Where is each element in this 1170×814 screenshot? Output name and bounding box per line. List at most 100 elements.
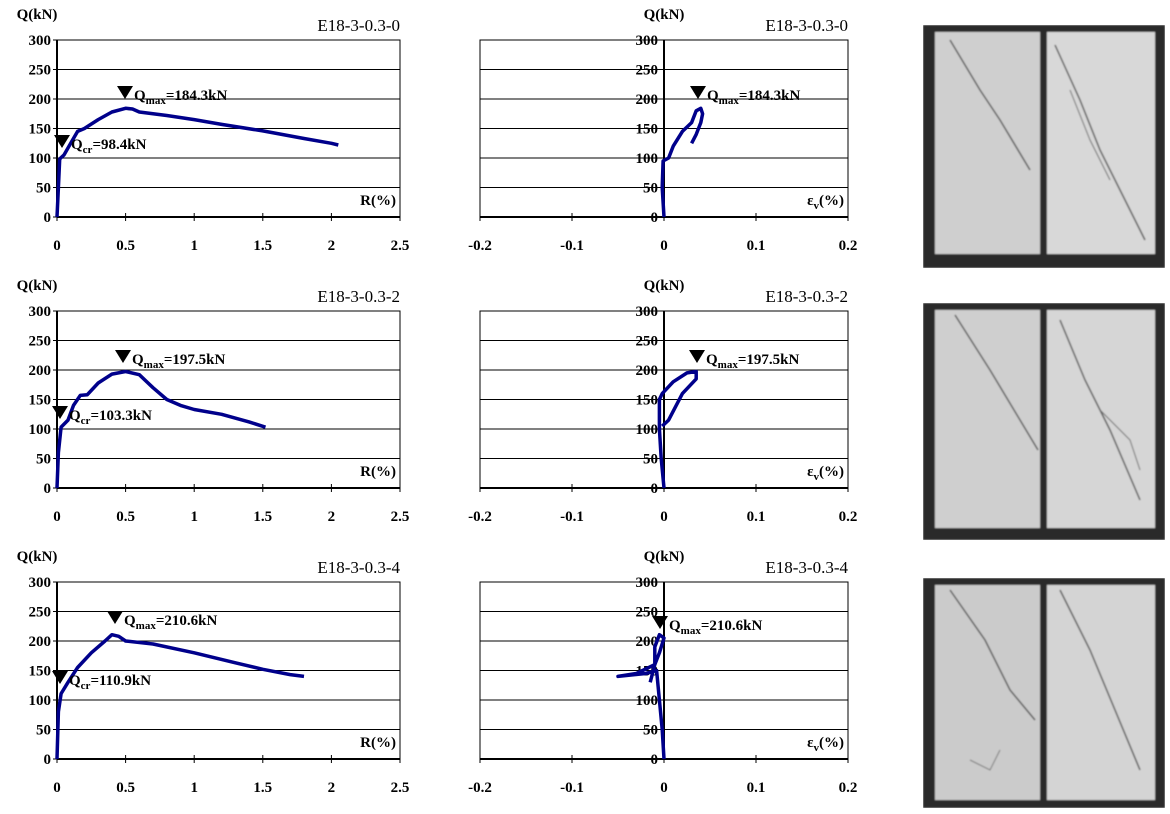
annotation-symbol: Q <box>669 618 681 634</box>
data-line <box>55 106 339 218</box>
chart: 050100150200250300-0.2-0.100.10.2E18-3-0… <box>468 549 857 796</box>
y-tick-label: 100 <box>29 693 52 709</box>
y-tick-label: 100 <box>29 422 52 438</box>
y-tick-label: 250 <box>636 63 659 79</box>
y-tick-label: 200 <box>636 363 659 379</box>
y-axis-label: Q(kN) <box>17 278 58 294</box>
x-tick-label: 0.2 <box>839 780 858 796</box>
annotation: Qmax=210.6kN <box>669 618 762 637</box>
y-tick-label: 0 <box>44 481 52 497</box>
x-label-sub: v <box>814 200 820 212</box>
chart: 0 50 100 150 200 250 300 0 0.5 1 1.5 2 2.5 E18-3-0.3-… <box>17 278 410 525</box>
y-tick-label: 0 <box>44 210 52 226</box>
marker-triangle <box>689 350 705 363</box>
marker-triangle <box>107 611 123 624</box>
specimen-photo <box>923 578 1165 808</box>
x-label-text: R(%) <box>360 735 396 751</box>
annotation-text: =110.9kN <box>90 673 151 689</box>
data-line <box>616 632 666 760</box>
y-tick-label: 250 <box>29 334 52 350</box>
annotation-sub: max <box>136 620 157 632</box>
data-line <box>55 632 305 760</box>
y-tick-label: 0 <box>44 752 52 768</box>
x-tick-label: 0 <box>660 509 668 525</box>
x-label-tail: (%) <box>819 464 844 480</box>
annotation: Qcr=103.3kN <box>69 408 152 427</box>
data-line <box>660 106 705 218</box>
annotation-sub: max <box>719 95 740 107</box>
chart-title: E18-3-0.3-0 <box>317 16 400 35</box>
x-tick-label: -0.1 <box>560 238 584 254</box>
x-axis-label: R(%) <box>360 464 396 480</box>
x-tick-label: 0 <box>53 509 61 525</box>
x-tick-label: 2 <box>328 509 336 525</box>
annotation-sub: cr <box>83 144 93 156</box>
annotation-text: =103.3kN <box>90 408 152 424</box>
annotation: Qcr=110.9kN <box>69 673 151 692</box>
annotation-symbol: Q <box>124 613 136 629</box>
marker-triangle <box>117 86 133 99</box>
annotation-symbol: Q <box>707 88 719 104</box>
y-tick-label: 250 <box>29 605 52 621</box>
annotation-text: =98.4kN <box>92 137 146 153</box>
annotation-sub: max <box>144 359 165 371</box>
annotation-sub: cr <box>81 415 91 427</box>
annotation-sub: cr <box>81 680 91 692</box>
chart: 0 50 100 150 200 250 300 0 0.5 1 1.5 2 2.5 E18-3-0.3-… <box>17 549 410 796</box>
x-tick-label: 0.2 <box>839 238 858 254</box>
y-tick-label: 200 <box>636 92 659 108</box>
y-tick-label: 150 <box>29 122 52 138</box>
x-axis-label: R(%) <box>360 193 396 209</box>
x-tick-label: 0 <box>660 780 668 796</box>
marker-triangle <box>652 616 668 629</box>
chart-title: E18-3-0.3-2 <box>765 287 848 306</box>
annotation-sub: max <box>146 95 167 107</box>
y-tick-label: 250 <box>636 334 659 350</box>
y-tick-label: 100 <box>636 151 659 167</box>
annotation-text: =184.3kN <box>739 88 801 104</box>
y-axis-label: Q(kN) <box>17 7 58 23</box>
x-label-text: ε <box>807 464 814 480</box>
y-tick-label: 300 <box>29 33 52 49</box>
x-tick-label: 0.1 <box>747 509 766 525</box>
y-tick-label: 250 <box>29 63 52 79</box>
annotation-symbol: Q <box>69 408 81 424</box>
x-tick-label: 0 <box>53 238 61 254</box>
x-tick-label: 0.5 <box>116 509 135 525</box>
x-axis-label: εv(%) <box>807 193 844 212</box>
specimen-photo <box>923 303 1165 540</box>
y-axis-label: Q(kN) <box>644 278 685 294</box>
x-tick-label: -0.1 <box>560 509 584 525</box>
x-tick-label: 2.5 <box>391 238 410 254</box>
annotation-sub: max <box>681 625 702 637</box>
y-tick-label: 150 <box>29 393 52 409</box>
y-tick-label: 300 <box>636 304 659 320</box>
y-tick-label: 50 <box>643 723 658 739</box>
data-line <box>657 369 698 489</box>
x-label-text: ε <box>807 735 814 751</box>
marker-triangle <box>115 350 131 363</box>
x-tick-label: 0 <box>660 238 668 254</box>
y-tick-label: 50 <box>36 723 51 739</box>
x-label-text: R(%) <box>360 464 396 480</box>
x-tick-label: 0.5 <box>116 238 135 254</box>
x-tick-label: 0.1 <box>747 780 766 796</box>
y-tick-label: 200 <box>636 634 659 650</box>
annotation: Qmax=184.3kN <box>707 88 800 107</box>
x-tick-label: 1.5 <box>253 509 272 525</box>
y-tick-label: 150 <box>636 122 659 138</box>
annotation-symbol: Q <box>69 673 81 689</box>
x-tick-label: -0.1 <box>560 780 584 796</box>
x-tick-label: 1.5 <box>253 238 272 254</box>
y-tick-label: 100 <box>636 422 659 438</box>
chart: 050100150200250300-0.2-0.100.10.2E18-3-0… <box>468 278 857 525</box>
chart-title: E18-3-0.3-4 <box>317 558 400 577</box>
y-tick-label: 200 <box>29 92 52 108</box>
annotation-text: =184.3kN <box>166 88 228 104</box>
marker-triangle <box>52 406 68 419</box>
annotation-text: =197.5kN <box>738 352 800 368</box>
x-axis-label: εv(%) <box>807 735 844 754</box>
x-tick-label: 1 <box>190 780 198 796</box>
x-tick-label: -0.2 <box>468 509 492 525</box>
